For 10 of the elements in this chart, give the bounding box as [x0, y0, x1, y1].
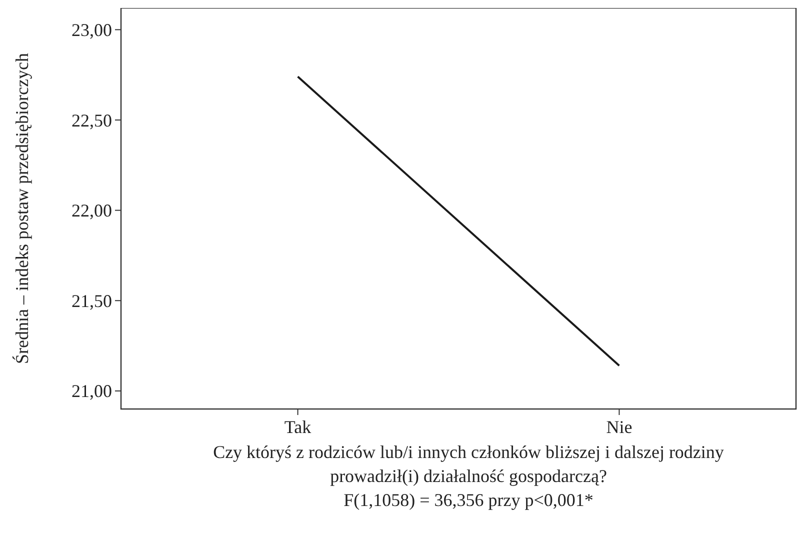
y-tick-label: 21,50	[72, 290, 112, 311]
y-tick-label: 23,00	[72, 20, 112, 40]
x-axis-title: Czy któryś z rodziców lub/i innych członków bliższej i dalszej rodziny prowadził(i) działalność gospodarczą?	[213, 442, 724, 486]
y-tick-label: 22,00	[72, 200, 112, 221]
text: F(1,1058) = 36,356 przy p<0,001*	[344, 490, 594, 510]
y-axis-title: Średnia – indeks postaw przedsiębiorczych	[12, 53, 32, 364]
y-tick-label: 22,50	[72, 110, 112, 130]
x-tick-label: Tak	[284, 417, 312, 437]
x-tick-label: Nie	[606, 417, 632, 437]
y-tick-label: 21,00	[72, 381, 112, 402]
